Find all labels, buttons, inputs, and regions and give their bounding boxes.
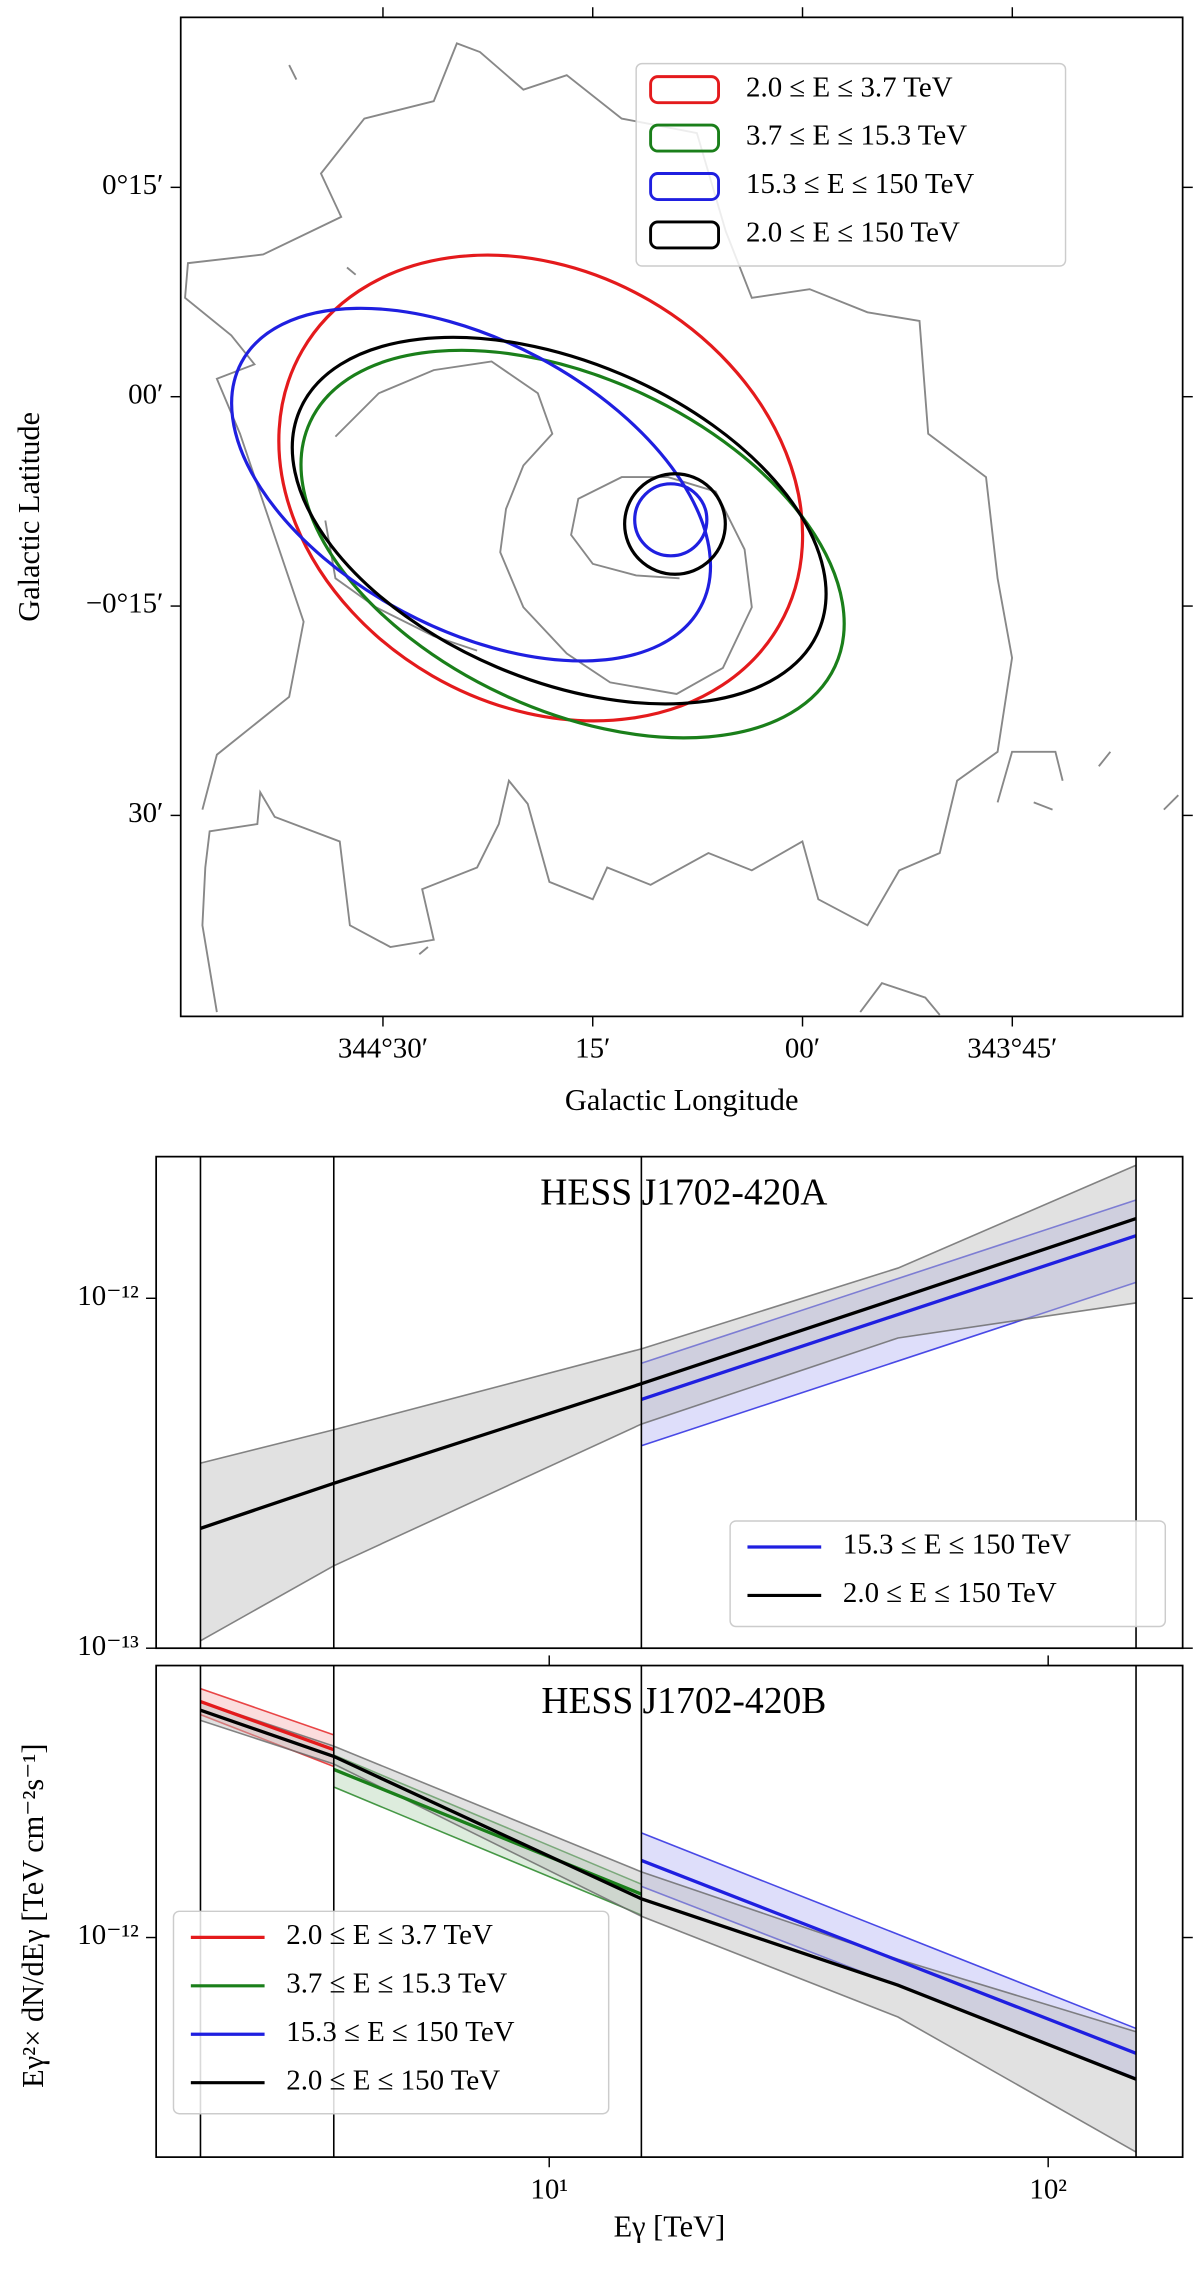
spectrum-line [199,1216,1137,1530]
spectrum-line [640,1234,1137,1402]
band-upper-edge [641,1199,1137,1365]
spectrum-line [333,1767,643,1896]
y-axis-label: Galactic Latitude [12,412,46,622]
legend-label: 2.0 ≤ E ≤ 3.7 TeV [286,1919,493,1951]
y-tick-label: 30′ [128,797,163,829]
axes-frame [155,1155,1184,1650]
legend-label: 2.0 ≤ E ≤ 150 TeV [286,2064,500,2096]
y-tick-label: 0°15′ [102,169,163,201]
contour [184,42,1014,1013]
legend-label: 15.3 ≤ E ≤ 150 TeV [843,1529,1071,1561]
x-tick-label: 10¹ [530,2173,568,2205]
chart-title: HESS J1702-420A [540,1172,827,1213]
error-band [333,1755,642,1915]
x-tick-label: 344°30′ [338,1033,428,1065]
spectrum-line [640,1858,1137,2055]
band-upper-edge [333,1754,642,1885]
error-band [200,1688,334,1767]
y-tick-label: 10⁻¹² [77,1280,139,1312]
band-upper-edge [200,1687,335,1736]
y-tick-label: 00′ [128,378,163,410]
legend-swatch [649,220,720,250]
fit-ellipse [623,472,727,576]
contour [288,64,941,1016]
spectrum-line [199,1699,335,1752]
legend-frame [729,1520,1167,1628]
fit-ellipse [299,348,846,740]
x-tick-label: 15′ [575,1033,610,1065]
legend-swatch [649,75,720,105]
x-tick-label: 343°45′ [967,1033,1057,1065]
plot-area [199,1687,1137,2153]
legend-label: 3.7 ≤ E ≤ 15.3 TeV [286,1967,507,1999]
band-lower-edge [641,1281,1137,1447]
error-band [200,1165,1137,1641]
contour [996,750,1179,811]
fit-ellipse [633,482,709,558]
y-tick-label: −0°15′ [86,588,164,620]
legend-label: 2.0 ≤ E ≤ 150 TeV [843,1577,1057,1609]
axes-frame [179,16,1184,1018]
legend-label: 3.7 ≤ E ≤ 15.3 TeV [746,120,967,152]
legend-label: 15.3 ≤ E ≤ 150 TeV [746,168,974,200]
y-tick-label: 10⁻¹³ [77,1630,139,1662]
band-upper-edge [641,1832,1137,2030]
legend-swatch [649,172,720,201]
y-axis-label: Eγ²× dN/dEγ [TeV cm⁻²s⁻¹] [16,1744,50,2088]
x-tick-label: 00′ [785,1033,820,1065]
band-lower-edge [333,1786,642,1916]
y-tick-label: 10⁻¹² [77,1919,139,1951]
legend-frame [635,62,1067,267]
legend-label: 2.0 ≤ E ≤ 3.7 TeV [746,71,953,103]
axes-frame [155,1664,1184,2158]
fit-ellipse [277,253,805,723]
intensity-contours [184,42,1179,1016]
contour [334,360,753,695]
legend-swatch [649,123,720,153]
chart-title: HESS J1702-420B [541,1681,826,1722]
x-tick-label: 10² [1029,2173,1067,2205]
x-axis-label: Eγ [TeV] [614,2209,726,2243]
fit-ellipse [290,335,828,706]
legend-label: 15.3 ≤ E ≤ 150 TeV [286,2016,514,2048]
legend-frame [172,1910,610,2115]
fit-ellipse [230,306,713,663]
band-lower-edge [200,1713,335,1768]
x-axis-label: Galactic Longitude [565,1083,799,1117]
legend-label: 2.0 ≤ E ≤ 150 TeV [746,217,960,249]
